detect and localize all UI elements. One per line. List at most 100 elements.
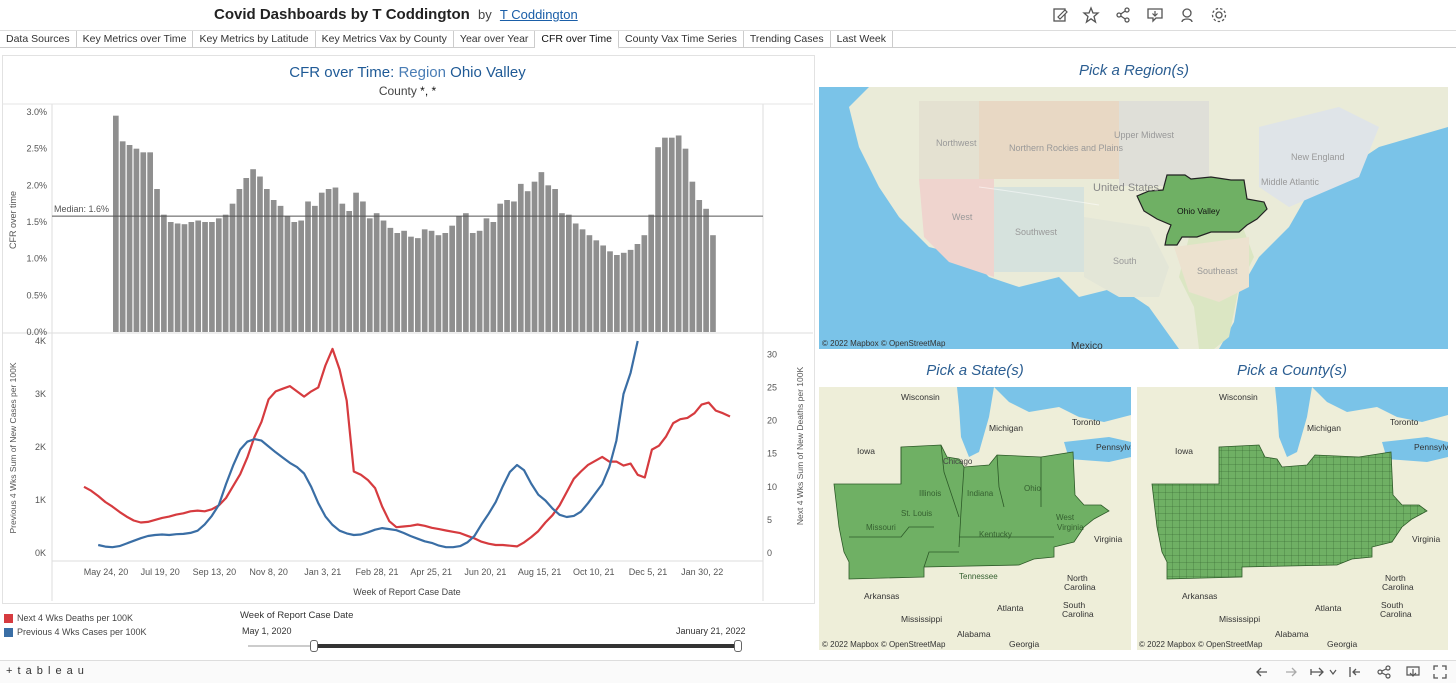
cfr-bar [332, 187, 339, 332]
legend-item-deaths[interactable]: Next 4 Wks Deaths per 100K [4, 611, 147, 625]
tab-county-vax-time-series[interactable]: County Vax Time Series [619, 31, 744, 47]
cfr-y-tick: 0.5% [26, 290, 47, 300]
cfr-y-tick: 0.0% [26, 327, 47, 337]
date-slider-start-handle[interactable] [309, 640, 318, 652]
tab-key-metrics-by-latitude[interactable]: Key Metrics by Latitude [193, 31, 316, 47]
region-map-attribution[interactable]: © 2022 Mapbox © OpenStreetMap [822, 339, 946, 348]
tab-key-metrics-over-time[interactable]: Key Metrics over Time [77, 31, 194, 47]
header-bar: Covid Dashboards by T Coddington by T Co… [0, 0, 1456, 30]
county-map-label: Arkansas [1182, 591, 1217, 601]
tab-key-metrics-vax-by-county[interactable]: Key Metrics Vax by County [316, 31, 454, 47]
county-map-label: Carolina [1380, 609, 1412, 619]
tab-year-over-year[interactable]: Year over Year [454, 31, 536, 47]
download-icon[interactable] [1405, 664, 1421, 680]
tab-trending-cases[interactable]: Trending Cases [744, 31, 831, 47]
region-northwest[interactable] [919, 101, 979, 179]
region-map-label: Middle Atlantic [1261, 177, 1320, 187]
cfr-bar [655, 147, 661, 332]
state-map-label: Virginia [1057, 523, 1084, 532]
cfr-bar [627, 249, 634, 332]
state-map-label: St. Louis [901, 509, 932, 518]
region-map-label: Northern Rockies and Plains [1009, 143, 1124, 153]
region-map-label: Southwest [1015, 227, 1058, 237]
tab-data-sources[interactable]: Data Sources [0, 31, 77, 47]
cfr-bar [277, 205, 284, 332]
region-map-label: Mexico [1071, 341, 1103, 349]
legend-item-cases[interactable]: Previous 4 Wks Cases per 100K [4, 625, 147, 639]
county-map-attribution[interactable]: © 2022 Mapbox © OpenStreetMap [1139, 640, 1263, 649]
county-map-label: South [1381, 600, 1403, 610]
region-southwest[interactable] [994, 187, 1084, 272]
edit-icon[interactable] [1051, 6, 1069, 24]
state-borders [849, 444, 1054, 568]
fullscreen-icon[interactable] [1432, 664, 1448, 680]
chart-subtitle-prefix: County [378, 84, 421, 98]
cfr-bar [257, 176, 263, 332]
region-map-label: United States [1093, 182, 1160, 194]
county-map-label: Alabama [1275, 629, 1309, 639]
region-map[interactable] [819, 87, 1448, 349]
chart-subtitle: County *, * [0, 84, 815, 98]
ohio-valley-states-shape[interactable] [833, 444, 1110, 580]
comment-icon[interactable] [1146, 6, 1164, 24]
chart-title-region: Ohio Valley [450, 64, 526, 81]
cfr-bar [366, 218, 373, 332]
deaths-y-tick: 10 [767, 482, 777, 492]
cfr-bar [449, 225, 455, 332]
cfr-bar [140, 152, 147, 332]
county-map[interactable] [1137, 387, 1448, 650]
state-map-label: Arkansas [864, 591, 899, 601]
region-northern-rockies[interactable] [979, 101, 1119, 179]
state-map[interactable] [819, 387, 1131, 650]
state-map-label: North [1067, 573, 1088, 583]
x-tick: Dec 5, 21 [629, 567, 668, 577]
cfr-bar [614, 255, 620, 332]
cfr-y-tick: 2.0% [26, 180, 47, 190]
cfr-bar [662, 137, 668, 332]
legend: Next 4 Wks Deaths per 100K Previous 4 Wk… [4, 611, 147, 639]
cfr-bar [243, 178, 250, 332]
region-south[interactable] [1084, 217, 1169, 297]
region-new-england[interactable] [1259, 107, 1379, 207]
county-map-labels: Wisconsin Michigan Toronto Iowa Pennsylvani V… [1175, 392, 1448, 649]
cfr-bar [209, 222, 215, 332]
author-link[interactable]: T Coddington [499, 7, 578, 22]
deaths-y-tick: 20 [767, 416, 777, 426]
region-upper-midwest[interactable] [1119, 101, 1209, 186]
region-southeast[interactable] [1174, 237, 1249, 302]
reset-icon[interactable] [1347, 664, 1363, 680]
cfr-bar [401, 230, 407, 332]
state-map-label: Missouri [866, 523, 896, 532]
chart-title-region-word: Region [398, 64, 446, 81]
redo-icon[interactable] [1283, 664, 1299, 680]
cfr-bar [133, 148, 140, 332]
cfr-bar [113, 115, 119, 332]
region-map-label: Ohio Valley [1177, 206, 1221, 216]
tab-cfr-over-time[interactable]: CFR over Time [535, 31, 620, 49]
cfr-bar [490, 222, 497, 332]
date-filter-title: Week of Report Case Date [240, 610, 354, 621]
cfr-bar [456, 216, 462, 332]
share-icon[interactable] [1114, 6, 1132, 24]
star-icon[interactable] [1082, 6, 1100, 24]
state-map-label: Ohio [1024, 484, 1041, 493]
state-map-attribution[interactable]: © 2022 Mapbox © OpenStreetMap [822, 640, 946, 649]
cfr-bar [566, 214, 572, 332]
revert-icon[interactable] [1308, 664, 1338, 680]
chart-title: CFR over Time: Region Ohio Valley [0, 64, 815, 81]
tab-last-week[interactable]: Last Week [831, 31, 894, 47]
county-map-label: Iowa [1175, 446, 1193, 456]
cfr-bar [298, 220, 304, 332]
date-slider-end-handle[interactable] [734, 640, 742, 652]
subscribe-icon[interactable] [1178, 6, 1196, 24]
tableau-logo[interactable]: + t a b l e a u [6, 665, 85, 677]
cfr-bar [511, 201, 517, 332]
cfr-bar [215, 218, 222, 332]
x-tick: Apr 25, 21 [410, 567, 452, 577]
region-west[interactable] [919, 179, 994, 277]
settings-icon[interactable] [1210, 6, 1228, 24]
footer-share-icon[interactable] [1376, 664, 1392, 680]
cfr-bar [703, 208, 709, 332]
region-ohio-valley[interactable] [1136, 174, 1268, 246]
undo-icon[interactable] [1254, 664, 1270, 680]
